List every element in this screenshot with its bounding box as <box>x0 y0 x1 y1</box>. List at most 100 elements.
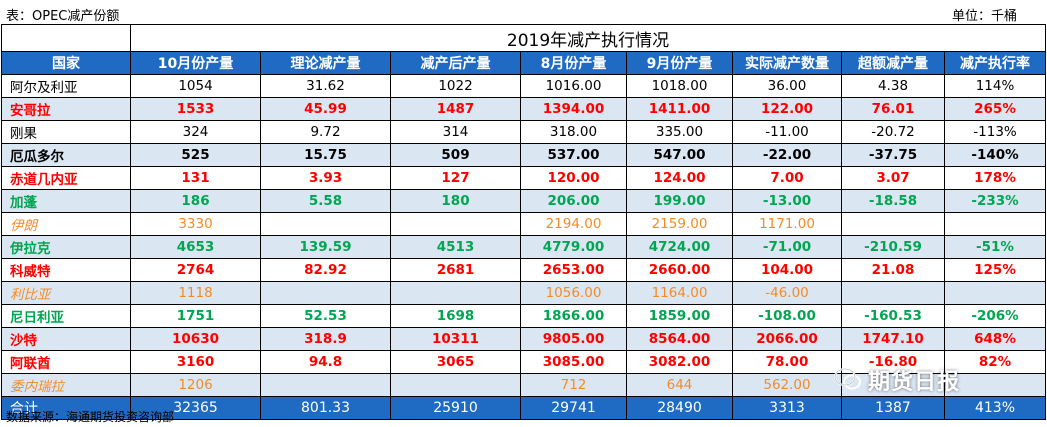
value-cell: 314 <box>390 120 521 144</box>
corner-cell <box>1 24 131 52</box>
table-row: 伊拉克 4653 139.59 4513 4779.00 4724.00 -71.00 -21… <box>1 235 1047 259</box>
value-cell: 712 <box>520 373 627 397</box>
value-cell: 547.00 <box>626 143 733 167</box>
value-cell: 1022 <box>390 74 521 98</box>
value-cell <box>943 373 1047 397</box>
table-row: 委内瑞拉 1206 712 644 562.00 <box>1 373 1047 397</box>
value-cell: -22.00 <box>732 143 842 167</box>
value-cell <box>390 281 521 305</box>
value-cell: -20.72 <box>841 120 945 144</box>
country-cell: 利比亚 <box>1 281 131 305</box>
table-row: 赤道几内亚 131 3.93 127 120.00 124.00 7.00 3.07 178% <box>1 166 1047 190</box>
table-row: 利比亚 1118 1056.00 1164.00 -46.00 <box>1 281 1047 305</box>
value-cell: 1056.00 <box>520 281 627 305</box>
value-cell: -51% <box>943 235 1047 259</box>
value-cell: -210.59 <box>841 235 945 259</box>
value-cell: 104.00 <box>732 258 842 282</box>
value-cell: -108.00 <box>732 304 842 328</box>
value-cell <box>943 281 1047 305</box>
value-cell: 4724.00 <box>626 235 733 259</box>
value-cell <box>260 373 391 397</box>
value-cell: 10630 <box>130 327 261 351</box>
total-label: 合计 <box>1 396 131 420</box>
value-cell: 2653.00 <box>520 258 627 282</box>
country-cell: 伊拉克 <box>1 235 131 259</box>
table-row: 加蓬 186 5.58 180 206.00 199.00 -13.00 -18.58 -233… <box>1 189 1047 213</box>
value-cell: 82% <box>943 350 1047 374</box>
value-cell: 1751 <box>130 304 261 328</box>
value-cell <box>260 281 391 305</box>
value-cell: 9.72 <box>260 120 391 144</box>
value-cell: 3065 <box>390 350 521 374</box>
data-source: 数据来源：海通期货投资咨询部 <box>6 410 175 424</box>
value-cell: 318.9 <box>260 327 391 351</box>
country-cell: 厄瓜多尔 <box>1 143 131 167</box>
reduction-table: 2019年减产执行情况 国家 10月份产量 理论减产量 减产后产量 8月份产量 9月份产量… <box>1 24 1047 420</box>
column-header: 理论减产量 <box>260 51 391 75</box>
value-cell: 15.75 <box>260 143 391 167</box>
value-cell: 1394.00 <box>520 97 627 121</box>
country-cell: 沙特 <box>1 327 131 351</box>
country-cell: 伊朗 <box>1 212 131 236</box>
value-cell: 120.00 <box>520 166 627 190</box>
value-cell: 7.00 <box>732 166 842 190</box>
value-cell: 562.00 <box>732 373 842 397</box>
country-cell: 赤道几内亚 <box>1 166 131 190</box>
value-cell: 1018.00 <box>626 74 733 98</box>
value-cell: 21.08 <box>841 258 945 282</box>
table-row: 科威特 2764 82.92 2681 2653.00 2660.00 104.00 21.0… <box>1 258 1047 282</box>
value-cell: 127 <box>390 166 521 190</box>
value-cell: 2660.00 <box>626 258 733 282</box>
value-cell: 52.53 <box>260 304 391 328</box>
value-cell <box>841 281 945 305</box>
country-cell: 尼日利亚 <box>1 304 131 328</box>
value-cell: 1171.00 <box>732 212 842 236</box>
value-cell: -18.58 <box>841 189 945 213</box>
value-cell: -71.00 <box>732 235 842 259</box>
value-cell: 122.00 <box>732 97 842 121</box>
value-cell: -140% <box>943 143 1047 167</box>
value-cell: 1054 <box>130 74 261 98</box>
country-cell: 安哥拉 <box>1 97 131 121</box>
value-cell: 1118 <box>130 281 261 305</box>
value-cell: 644 <box>626 373 733 397</box>
table-caption: 2019年减产执行情况 <box>129 24 1047 52</box>
value-cell: 3.93 <box>260 166 391 190</box>
value-cell: 178% <box>943 166 1047 190</box>
value-cell: 78.00 <box>732 350 842 374</box>
value-cell: -46.00 <box>732 281 842 305</box>
value-cell: 1487 <box>390 97 521 121</box>
unit-label: 单位：千桶 <box>951 9 1017 24</box>
header-row: 国家 10月份产量 理论减产量 减产后产量 8月份产量 9月份产量 实际减产数量 超额减产量减… <box>1 51 1047 75</box>
total-value: 28490 <box>626 396 733 420</box>
column-header: 10月份产量 <box>130 51 261 75</box>
value-cell: 1747.10 <box>841 327 945 351</box>
column-header: 8月份产量 <box>520 51 627 75</box>
value-cell: -160.53 <box>841 304 945 328</box>
value-cell: 76.01 <box>841 97 945 121</box>
value-cell: 3160 <box>130 350 261 374</box>
value-cell: 2194.00 <box>520 212 627 236</box>
table-row: 刚果 324 9.72 314 318.00 335.00 -11.00 -20.72 -113… <box>1 120 1047 144</box>
value-cell: 265% <box>943 97 1047 121</box>
table-row: 尼日利亚 1751 52.53 1698 1866.00 1859.00 -108.00 -1… <box>1 304 1047 328</box>
value-cell: 509 <box>390 143 521 167</box>
value-cell: 114% <box>943 74 1047 98</box>
value-cell: 3.07 <box>841 166 945 190</box>
value-cell: 206.00 <box>520 189 627 213</box>
value-cell: -37.75 <box>841 143 945 167</box>
total-value: 413% <box>943 396 1047 420</box>
total-row: 合计 32365 801.33 25910 29741 28490 3313 1387 413% <box>1 396 1047 420</box>
value-cell: 124.00 <box>626 166 733 190</box>
value-cell: -206% <box>943 304 1047 328</box>
table-row: 阿尔及利亚 1054 31.62 1022 1016.00 1018.00 36.00 4.3… <box>1 74 1047 98</box>
value-cell: 2159.00 <box>626 212 733 236</box>
value-cell <box>390 373 521 397</box>
wechat-icon <box>834 368 861 390</box>
value-cell: 335.00 <box>626 120 733 144</box>
value-cell: 3085.00 <box>520 350 627 374</box>
table-row: 阿联酋 3160 94.8 3065 3085.00 3082.00 78.00 -16.80… <box>1 350 1047 374</box>
value-cell: 4779.00 <box>520 235 627 259</box>
watermark: 期货日报 <box>868 370 961 395</box>
value-cell <box>943 212 1047 236</box>
